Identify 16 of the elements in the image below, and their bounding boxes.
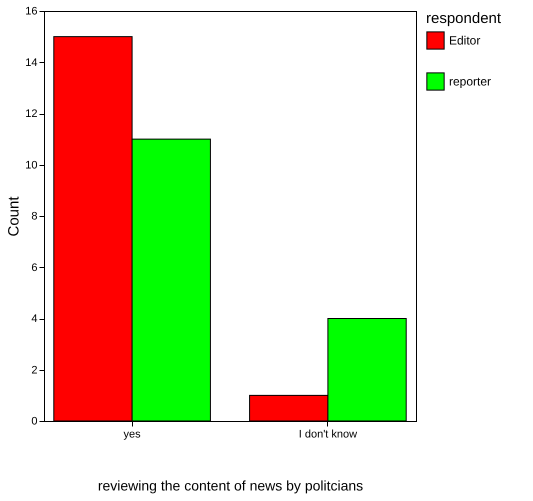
legend-label: reporter [449,74,492,88]
legend-title: respondent [426,10,502,27]
y-tick-label: 16 [25,6,38,18]
x-axis-title: reviewing the content of news by politcians [98,478,364,494]
y-tick-label: 8 [31,210,38,222]
y-tick-label: 0 [31,416,38,428]
y-tick-label: 4 [31,313,38,325]
y-tick-label: 14 [25,56,38,69]
y-axis-title: Count [5,196,22,237]
x-tick-label: yes [124,428,142,440]
x-tick-label: I don't know [298,428,358,440]
y-tick-label: 12 [25,108,38,120]
y-tick-label: 2 [31,364,38,376]
y-tick-label: 6 [31,262,38,274]
legend-label: Editor [449,34,480,48]
y-tick-label: 10 [25,159,38,172]
